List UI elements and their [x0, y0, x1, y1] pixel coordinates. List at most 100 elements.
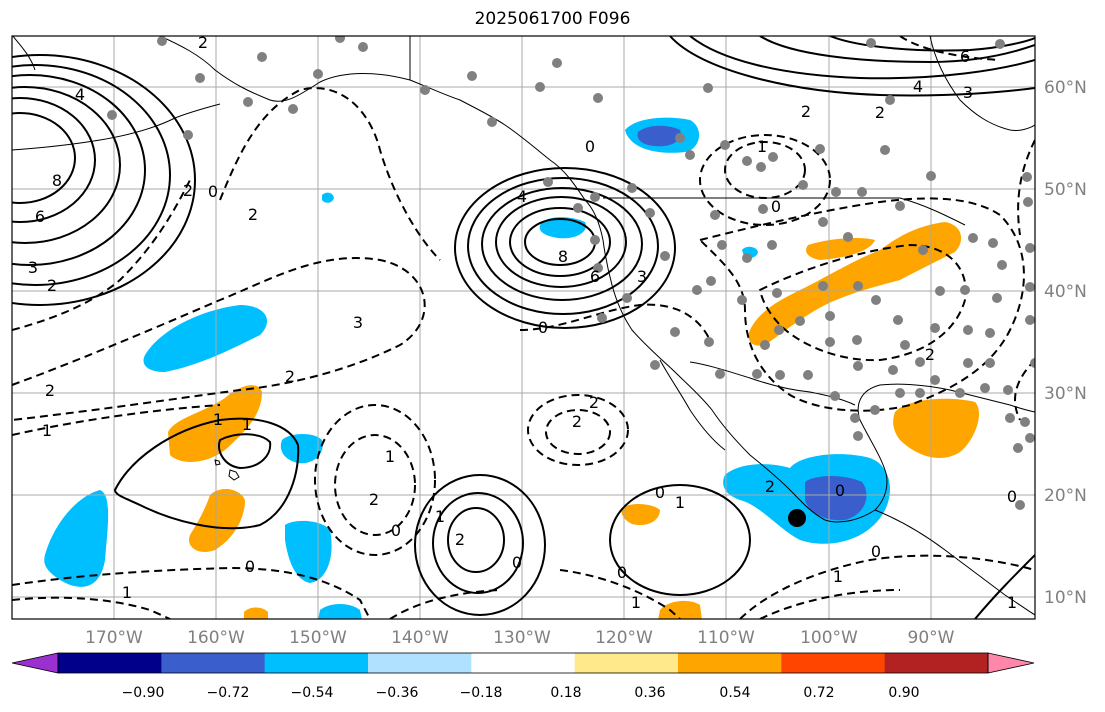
lon-tick-label: 120°W — [595, 628, 653, 648]
colorbar-tick-label: −0.18 — [460, 685, 503, 701]
contour-label: 3 — [28, 258, 38, 277]
coast-aleutians — [12, 103, 221, 151]
colorbar-tick-labels: −0.90 −0.72 −0.54 −0.36 −0.18 0.18 0.36 … — [122, 685, 920, 701]
contour-label: 4 — [75, 85, 85, 104]
contour-label: 2 — [572, 412, 582, 431]
contour-label: 1 — [675, 493, 685, 512]
shade-blue-hawaii-east — [280, 434, 323, 464]
contour-label: 2 — [45, 381, 55, 400]
contour-label: 0 — [585, 137, 595, 156]
coast-central-america — [874, 509, 1035, 616]
contour-label: 1 — [757, 137, 767, 156]
contour-label: 3 — [963, 83, 973, 102]
lon-tick-label: 90°W — [908, 628, 955, 648]
shade-orange-baja-west — [621, 504, 660, 526]
lat-tick-label: 50°N — [1044, 180, 1087, 200]
contour-label: 0 — [512, 553, 522, 572]
colorbar-extend-low — [11, 652, 59, 674]
contour-label: 1 — [385, 447, 395, 466]
contour-label: 0 — [391, 521, 401, 540]
map-frame — [11, 35, 1036, 620]
colorbar-tick-label: 0.90 — [888, 685, 919, 701]
lat-tick-label: 20°N — [1044, 486, 1087, 506]
shade-orange-bottom-left — [244, 607, 268, 619]
contour-label: 0 — [245, 557, 255, 576]
shade-darkblue-alaska-gulf — [637, 125, 681, 147]
colorbar-segment — [161, 653, 266, 673]
contour-label: 0 — [771, 197, 781, 216]
contour-label: 2 — [285, 367, 295, 386]
contour-label: 0 — [835, 481, 845, 500]
contour-label: 1 — [631, 593, 641, 612]
contour-label: 2 — [801, 102, 811, 121]
colorbar-segment — [58, 653, 162, 673]
lat-tick-label: 60°N — [1044, 78, 1087, 98]
lon-tick-labels: 170°W 160°W 150°W 140°W 130°W 120°W 110°… — [85, 628, 955, 648]
colorbar-segment — [678, 653, 782, 673]
contour-label: 2 — [765, 477, 775, 496]
shade-blue-pacific-low — [539, 217, 586, 239]
positive-contours — [12, 36, 1035, 619]
shade-blue-south-central — [285, 520, 332, 583]
shade-orange-hawaii-north — [168, 385, 262, 462]
contour-label: 8 — [558, 247, 568, 266]
contour-label: 2 — [248, 205, 258, 224]
colorbar-segment — [368, 653, 472, 673]
contour-label: 0 — [1007, 487, 1017, 506]
contour-label: 2 — [589, 393, 599, 412]
colorbar-tick-label: 0.36 — [634, 685, 665, 701]
lon-tick-label: 160°W — [187, 628, 245, 648]
colorbar — [11, 652, 1035, 674]
shade-orange-hawaii-south — [189, 488, 245, 553]
colorbar-extend-high — [987, 652, 1035, 674]
contour-label: 0 — [208, 182, 218, 201]
coast-hudson — [929, 36, 1035, 131]
coast-kamchatka — [12, 36, 36, 71]
shade-blue-bottom — [318, 604, 362, 619]
contour-label: 1 — [833, 567, 843, 586]
shade-orange-bottom-center — [658, 600, 702, 619]
lat-tick-label: 30°N — [1044, 384, 1087, 404]
contour-label: 8 — [52, 171, 62, 190]
contour-label: 1 — [213, 410, 223, 429]
contour-label: 1 — [122, 583, 132, 602]
contour-label: 2 — [369, 490, 379, 509]
contour-label: 2 — [925, 345, 935, 364]
contour-label: 0 — [655, 483, 665, 502]
contour-label: 6 — [35, 207, 45, 226]
lon-tick-label: 100°W — [800, 628, 858, 648]
colorbar-tick-label: 0.18 — [550, 685, 581, 701]
station-dots — [107, 36, 1035, 510]
shade-darkblue-mexico — [805, 476, 867, 521]
contour-label: 1 — [42, 421, 52, 440]
contour-label: 2 — [183, 181, 193, 200]
coast-gulf — [824, 383, 1035, 523]
lon-tick-label: 130°W — [493, 628, 551, 648]
colorbar-tick-label: −0.36 — [376, 685, 419, 701]
black-marker-dot — [788, 509, 806, 527]
map-plot-area — [12, 36, 1035, 619]
colorbar-segment — [884, 653, 989, 673]
colorbar-frame — [57, 652, 989, 674]
island-hawaii-2 — [214, 459, 221, 466]
lon-tick-label: 170°W — [85, 628, 143, 648]
contour-label: 2 — [47, 276, 57, 295]
lat-tick-labels: 60°N 50°N 40°N 30°N 20°N 10°N — [1044, 78, 1087, 608]
contour-label: 6 — [590, 267, 600, 286]
contour-label: 1 — [1007, 593, 1017, 612]
coast-baja — [659, 359, 726, 451]
shade-orange-plains-north — [806, 237, 875, 260]
colorbar-tick-label: 0.54 — [719, 685, 750, 701]
shade-blue-central-pacific — [143, 305, 268, 372]
contour-label: 6 — [960, 47, 970, 66]
contour-label: 0 — [538, 318, 548, 337]
lat-tick-label: 10°N — [1044, 588, 1087, 608]
colorbar-tick-label: −0.54 — [291, 685, 334, 701]
contour-label: 0 — [871, 542, 881, 561]
negative-contours — [12, 36, 1035, 619]
contour-label: 3 — [353, 313, 363, 332]
coastlines — [12, 36, 1035, 616]
colorbar-tick-label: −0.72 — [207, 685, 250, 701]
colorbar-segment — [471, 653, 576, 673]
contour-label: 1 — [242, 415, 252, 434]
